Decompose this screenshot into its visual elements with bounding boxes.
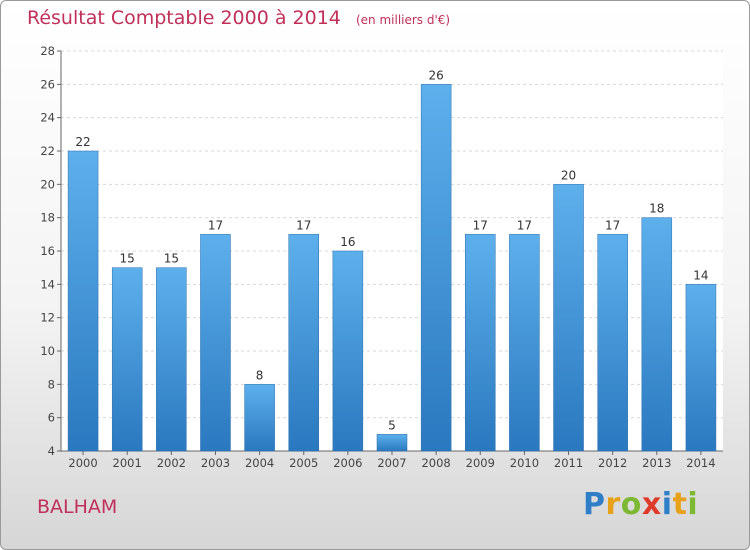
y-tick-label: 6: [48, 411, 55, 425]
logo-letter: r: [605, 487, 621, 522]
x-tick-label: 2006: [333, 456, 362, 470]
bar: [332, 250, 364, 452]
logo-letter: t: [672, 487, 688, 522]
commune-name: BALHAM: [37, 496, 118, 518]
y-tick-label: 24: [40, 111, 55, 125]
logo-letter: i: [661, 487, 673, 522]
x-tick-label: 2014: [686, 456, 715, 470]
y-tick-label: 20: [40, 177, 55, 191]
x-tick-label: 2002: [157, 456, 186, 470]
x-tick-label: 2007: [377, 456, 406, 470]
y-tick-label: 4: [48, 444, 55, 458]
y-tick-label: 22: [40, 144, 55, 158]
bar-value-label: 26: [428, 68, 443, 82]
title-row: Résultat Comptable 2000 à 2014 (en milli…: [27, 7, 450, 29]
y-tick-label: 14: [40, 277, 55, 291]
logo-letter: i: [687, 487, 699, 522]
y-tick-label: 16: [40, 244, 55, 258]
x-tick-label: 2013: [642, 456, 671, 470]
y-tick-label: 10: [40, 344, 55, 358]
bar-value-label: 17: [605, 218, 620, 232]
bar-value-label: 14: [693, 268, 708, 282]
bar-value-label: 15: [164, 252, 179, 266]
bar: [641, 217, 673, 452]
bar: [597, 234, 628, 452]
bar: [200, 234, 231, 452]
x-tick-label: 2003: [201, 456, 230, 470]
bar-value-label: 16: [340, 235, 355, 249]
bar-value-label: 18: [649, 202, 664, 216]
x-tick-label: 2005: [289, 456, 318, 470]
bar: [465, 234, 496, 452]
y-tick-label: 8: [48, 377, 55, 391]
bar: [111, 267, 143, 452]
y-tick-label: 12: [40, 311, 55, 325]
proxiti-logo: Proxiti: [583, 487, 698, 522]
bar-layer: [67, 84, 717, 452]
bar: [509, 234, 540, 452]
bar: [244, 384, 275, 452]
bar: [156, 267, 187, 452]
logo-letter: o: [620, 487, 642, 522]
x-tick-label: 2009: [466, 456, 495, 470]
bar-value-label: 5: [388, 418, 396, 432]
bar-value-label: 17: [473, 218, 488, 232]
x-tick-label: 2001: [113, 456, 142, 470]
x-tick-label: 2012: [598, 456, 627, 470]
x-tick-label: 2011: [554, 456, 583, 470]
bar-value-label: 20: [561, 168, 576, 182]
label-layer: 22 15 15 17 8 17 16 5 26 17 17 20 17 18 14: [75, 68, 708, 432]
bar: [288, 234, 319, 452]
x-tick-label: 2010: [510, 456, 539, 470]
y-tick-label: 26: [40, 77, 55, 91]
bar-value-label: 17: [208, 218, 223, 232]
bar: [376, 434, 408, 452]
bar: [553, 184, 584, 452]
x-tick-label: 2000: [68, 456, 97, 470]
x-tick-label: 2008: [421, 456, 450, 470]
bar-value-label: 15: [120, 252, 135, 266]
bar-value-label: 17: [517, 218, 532, 232]
y-tick-label: 28: [40, 44, 55, 58]
logo-letter: P: [583, 487, 606, 522]
bar-value-label: 8: [256, 368, 264, 382]
y-tick-label: 18: [40, 211, 55, 225]
bar: [420, 84, 452, 452]
chart-unit: (en milliers d'€): [355, 13, 451, 27]
logo-letter: x: [641, 487, 662, 522]
bar-value-label: 17: [296, 218, 311, 232]
chart-title: Résultat Comptable 2000 à 2014: [27, 7, 341, 29]
bar: [685, 284, 717, 452]
bar: [67, 150, 99, 452]
bar-value-label: 22: [75, 135, 90, 149]
x-tick-label: 2004: [245, 456, 274, 470]
